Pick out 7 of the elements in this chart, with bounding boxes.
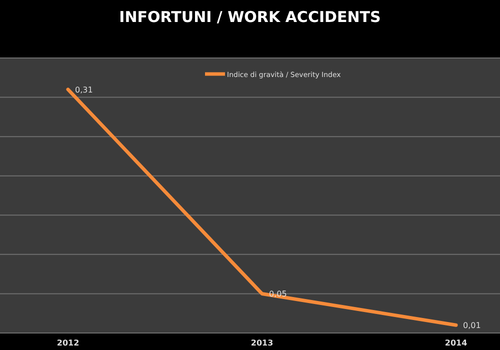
chart-title: INFORTUNI / WORK ACCIDENTS — [119, 8, 381, 26]
data-label: 0,05 — [269, 290, 287, 299]
x-tick-label: 2014 — [444, 338, 468, 348]
data-label: 0,01 — [463, 321, 481, 330]
x-tick-label: 2012 — [56, 338, 80, 348]
x-tick-label: 2013 — [250, 338, 274, 348]
data-label: 0,31 — [75, 85, 93, 94]
